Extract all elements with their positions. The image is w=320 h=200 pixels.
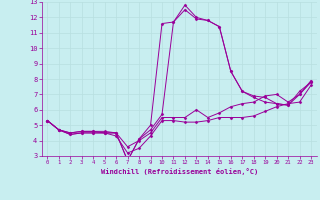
X-axis label: Windchill (Refroidissement éolien,°C): Windchill (Refroidissement éolien,°C) — [100, 168, 258, 175]
